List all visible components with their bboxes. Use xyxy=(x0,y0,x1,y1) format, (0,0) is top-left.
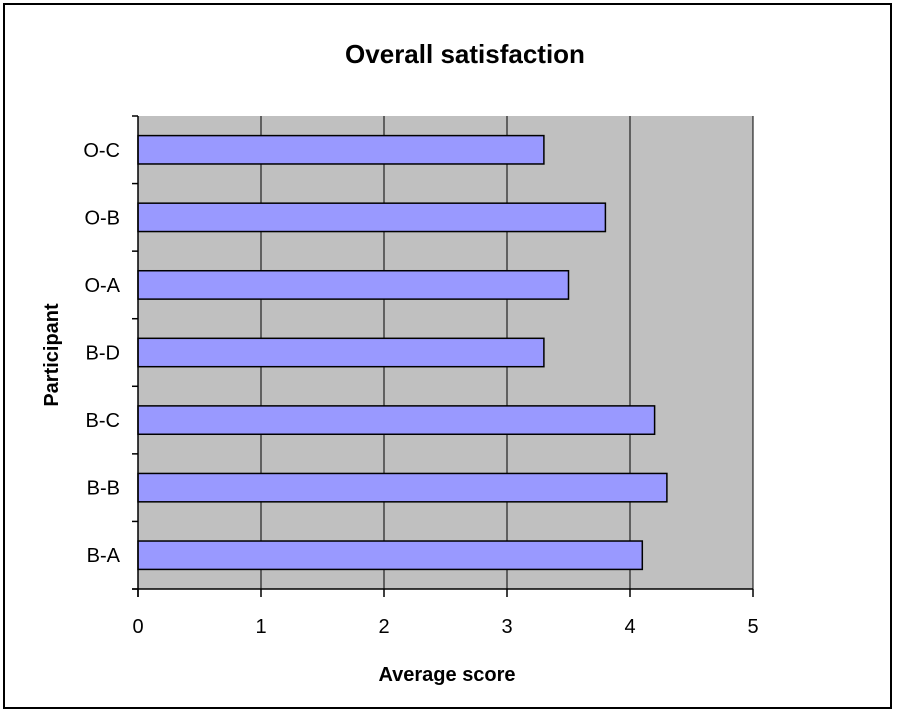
y-tick-label: B-D xyxy=(86,343,120,365)
bar-o-a xyxy=(137,269,570,300)
y-tick-label: O-C xyxy=(83,140,120,162)
bar-o-c xyxy=(137,134,545,165)
x-tick-label: 4 xyxy=(624,616,635,638)
x-tick-label: 1 xyxy=(255,616,266,638)
bar-b-b xyxy=(137,472,668,503)
y-tick-label: O-B xyxy=(84,207,120,229)
x-tick-label: 0 xyxy=(132,616,143,638)
y-tick-label: O-A xyxy=(84,275,120,297)
x-axis-title: Average score xyxy=(378,664,515,686)
axes xyxy=(132,115,754,597)
bars xyxy=(137,134,668,571)
bar-b-c xyxy=(137,405,656,436)
x-tick-labels: 0 1 2 3 4 5 xyxy=(132,616,758,638)
x-tick-label: 3 xyxy=(501,616,512,638)
bar-b-d xyxy=(137,337,545,368)
x-tick-label: 2 xyxy=(378,616,389,638)
bar-o-b xyxy=(137,202,607,233)
y-tick-label: B-B xyxy=(87,478,120,500)
y-tick-label: B-A xyxy=(87,545,121,567)
y-tick-labels: B-A B-B B-C B-D O-A O-B O-C xyxy=(83,140,120,567)
chart-title: Overall satisfaction xyxy=(345,39,585,69)
y-tick-label: B-C xyxy=(86,410,120,432)
x-tick-label: 5 xyxy=(747,616,758,638)
bar-b-a xyxy=(137,540,644,571)
y-axis-title: Participant xyxy=(41,303,63,407)
